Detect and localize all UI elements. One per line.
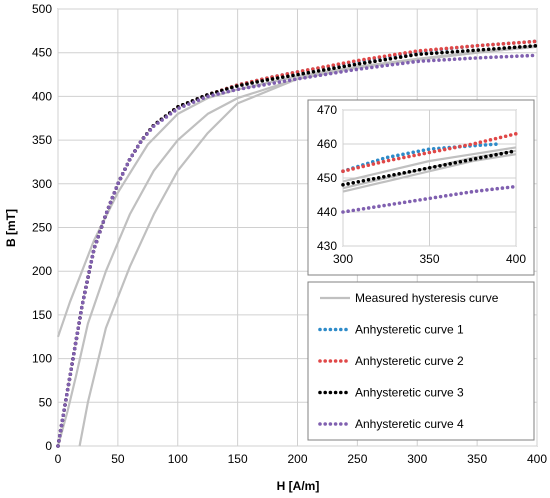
inset-y-tick-label: 430 <box>317 239 337 253</box>
inset-frame <box>307 99 535 276</box>
legend-item-measured-hysteresis-curve: Measured hysteresis curve <box>320 291 499 305</box>
x-axis-label: H [A/m] <box>277 479 320 493</box>
main-y-tick-label: 350 <box>32 133 52 147</box>
main-x-tick-label: 300 <box>407 452 427 466</box>
legend-label: Anhysteretic curve 2 <box>355 354 464 368</box>
inset-series-anhysteretic-curve-1 <box>341 142 501 173</box>
inset-x-tick-label: 300 <box>333 252 353 266</box>
main-y-tick-label: 500 <box>32 2 52 16</box>
main-x-tick-label: 0 <box>55 452 62 466</box>
main-x-tick-label: 350 <box>467 452 487 466</box>
inset-series-measured-hysteresis-curve <box>342 146 517 183</box>
main-series-anhysteretic-curve-4 <box>56 53 539 448</box>
legend-label: Anhysteretic curve 3 <box>355 386 464 400</box>
legend: Measured hysteresis curve Anhysteretic cu… <box>307 281 535 441</box>
legend-label: Measured hysteresis curve <box>355 291 499 305</box>
main-x-tick-label: 100 <box>168 452 188 466</box>
inset-x-tick-label: 400 <box>506 252 526 266</box>
inset-axes: 300 350 400 430 440 450 460 470 <box>317 103 526 266</box>
legend-item-anhysteretic-curve-2: Anhysteretic curve 2 <box>318 354 464 368</box>
main-x-tick-label: 150 <box>228 452 248 466</box>
inset-series-anhysteretic-curve-3 <box>341 149 518 187</box>
legend-item-anhysteretic-curve-4: Anhysteretic curve 4 <box>318 417 464 431</box>
inset-y-tick-label: 450 <box>317 171 337 185</box>
main-x-tick-label: 250 <box>347 452 367 466</box>
main-y-tick-label: 100 <box>32 352 52 366</box>
inset-series-anhysteretic-curve-2 <box>341 132 518 173</box>
inset-grid <box>342 109 517 247</box>
inset-y-tick-label: 440 <box>317 205 337 219</box>
main-y-tick-label: 400 <box>32 89 52 103</box>
main-x-tick-label: 50 <box>111 452 125 466</box>
main-y-tick-label: 200 <box>32 264 52 278</box>
main-series <box>56 39 539 448</box>
main-y-tick-label: 450 <box>32 46 52 60</box>
legend-item-anhysteretic-curve-1: Anhysteretic curve 1 <box>318 323 464 337</box>
inset-y-tick-label: 460 <box>317 137 337 151</box>
main-y-tick-label: 0 <box>45 439 52 453</box>
main-y-tick-label: 300 <box>32 177 52 191</box>
legend-item-anhysteretic-curve-3: Anhysteretic curve 3 <box>318 386 464 400</box>
legend-label: Anhysteretic curve 4 <box>355 417 464 431</box>
main-grid <box>57 8 538 447</box>
inset-series <box>341 132 518 214</box>
main-axes: 0 50 100 150 200 250 300 350 400 0 50 100 150 200 250 3… <box>32 2 547 466</box>
inset-y-tick-label: 470 <box>317 103 337 117</box>
main-x-tick-label: 400 <box>527 452 547 466</box>
inset-series-measured-hysteresis-curve <box>342 153 517 193</box>
inset-chart: 300 350 400 430 440 450 460 470 <box>307 99 535 276</box>
inset-series-anhysteretic-curve-4 <box>341 184 518 214</box>
main-y-tick-label: 50 <box>39 395 53 409</box>
legend-label: Anhysteretic curve 1 <box>355 323 464 337</box>
y-axis-label: B [mT] <box>4 209 18 247</box>
main-x-tick-label: 200 <box>287 452 307 466</box>
main-y-tick-label: 250 <box>32 221 52 235</box>
inset-x-tick-label: 350 <box>419 252 439 266</box>
main-y-tick-label: 150 <box>32 308 52 322</box>
